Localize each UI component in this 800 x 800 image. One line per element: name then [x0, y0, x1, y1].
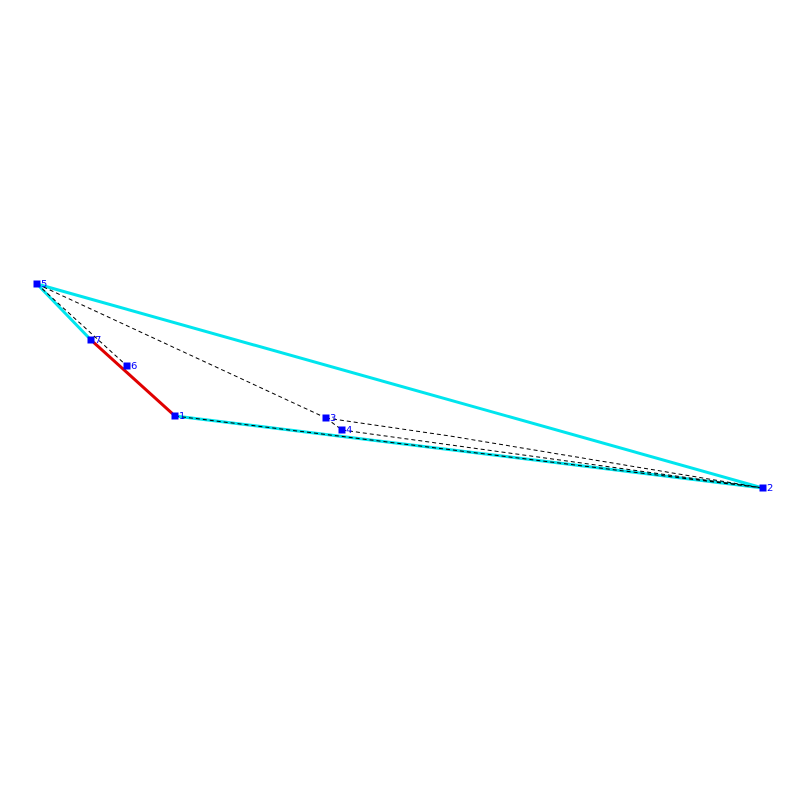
dashed-edge: [325, 417, 764, 489]
node: [171, 412, 179, 420]
dashed-edge: [36, 283, 128, 367]
node-label: 7: [95, 335, 101, 346]
node: [123, 362, 131, 370]
dashed-edge: [174, 415, 764, 489]
dashed-edge: [341, 429, 764, 489]
node: [759, 484, 767, 492]
hull-edge: [35, 282, 93, 342]
highlight-edge: [89, 338, 177, 418]
node-label: 2: [767, 483, 773, 494]
node: [322, 414, 330, 422]
dashed-edge: [36, 283, 327, 419]
node-label: 5: [41, 279, 47, 290]
node-label: 1: [179, 411, 185, 422]
node: [87, 336, 95, 344]
node-label: 6: [131, 361, 137, 372]
hull-edge: [36, 282, 764, 490]
node: [338, 426, 346, 434]
node: [33, 280, 41, 288]
node-label: 3: [330, 413, 336, 424]
node-label: 4: [346, 425, 352, 436]
